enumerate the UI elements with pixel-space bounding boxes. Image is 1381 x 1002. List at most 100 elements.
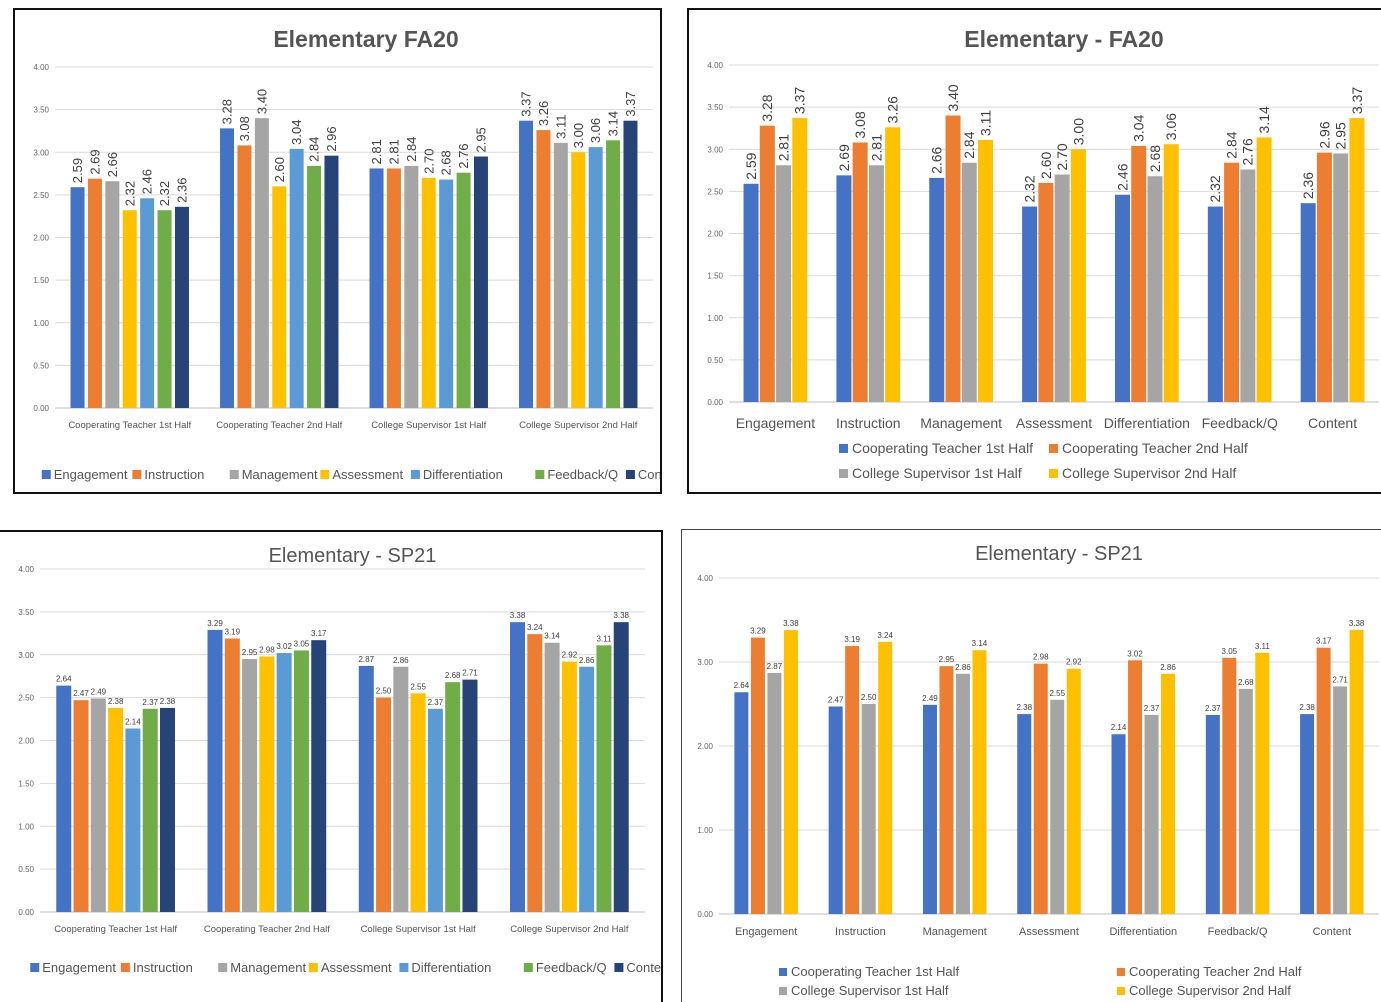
bar (836, 175, 852, 402)
y-tick-label: 4.00 (33, 63, 49, 72)
x-category-label: Content (1308, 415, 1357, 431)
legend-swatch (839, 444, 848, 453)
data-label: 2.36 (175, 177, 190, 202)
bar (1349, 118, 1365, 402)
data-label: 3.37 (792, 87, 808, 114)
data-label: 3.24 (527, 623, 543, 632)
data-label: 2.87 (767, 662, 783, 671)
data-label: 3.38 (783, 619, 799, 628)
data-label: 2.68 (439, 150, 454, 175)
bar (519, 120, 534, 409)
bar (224, 638, 240, 912)
y-tick-label: 1.50 (707, 272, 723, 281)
bar (1256, 137, 1272, 402)
data-label: 3.19 (844, 635, 860, 644)
data-label: 2.96 (1316, 121, 1332, 148)
legend-label: Assessment (321, 960, 392, 975)
bar (588, 147, 603, 408)
x-category-label: Cooperating Teacher 1st Half (68, 420, 191, 431)
data-label: 2.69 (87, 149, 102, 174)
y-tick-label: 1.00 (18, 822, 34, 831)
legend-label: Instruction (133, 960, 193, 975)
bar (885, 127, 901, 402)
data-label: 2.49 (91, 687, 107, 696)
data-label: 3.05 (294, 639, 310, 648)
y-tick-label: 0.00 (18, 908, 34, 917)
bar (56, 685, 72, 912)
legend-label: College Supervisor 1st Half (852, 465, 1022, 481)
x-category-label: College Supervisor 2nd Half (519, 420, 638, 431)
chart-panel-fa20-by-rater: Elementary FA20 0.00 0.50 1.00 1.50 2.00 2.50 3… (13, 8, 662, 494)
y-tick-label: 1.50 (33, 276, 49, 285)
y-tick-label: 3.00 (33, 148, 49, 157)
legend-swatch (308, 963, 318, 972)
x-category-label: Management (920, 415, 1002, 431)
chart-panel-sp21-by-rater: Elementary - SP21 0.00 0.50 1.00 1.50 2.00 2.5… (0, 530, 663, 1002)
bar (734, 692, 749, 914)
x-category-label: Engagement (735, 926, 797, 938)
bar (220, 128, 235, 408)
bar (596, 645, 612, 912)
legend-label: Differentiation (423, 467, 503, 482)
data-label: 2.55 (410, 682, 426, 691)
bar (404, 165, 419, 408)
bar (207, 629, 223, 912)
data-label: 3.11 (553, 115, 568, 139)
x-category-label: Differentiation (1104, 415, 1190, 431)
data-label: 2.86 (579, 656, 595, 665)
x-category-label: Engagement (736, 415, 816, 431)
bar (105, 181, 120, 408)
data-label: 2.38 (108, 697, 124, 706)
data-label: 3.19 (225, 627, 241, 636)
data-label: 3.29 (207, 619, 223, 628)
legend-swatch (320, 470, 330, 479)
bar (386, 168, 401, 408)
bar (1205, 714, 1220, 914)
bar (955, 673, 970, 914)
bar (462, 679, 478, 912)
bar (1144, 714, 1159, 914)
bar (868, 165, 884, 402)
data-label: 3.38 (510, 611, 526, 620)
bar (579, 666, 595, 912)
legend-swatch (229, 470, 239, 479)
data-label: 2.81 (868, 134, 884, 161)
data-label: 3.11 (977, 110, 993, 136)
data-label: 2.84 (1223, 131, 1239, 158)
bar (1033, 663, 1048, 914)
data-label: 3.38 (1349, 619, 1365, 628)
bar (571, 152, 586, 408)
bar (929, 177, 945, 402)
bar (845, 646, 860, 914)
data-label: 3.14 (1256, 106, 1272, 133)
bar (369, 168, 384, 408)
data-label: 3.37 (519, 91, 534, 116)
bar (1161, 673, 1176, 914)
data-label: 2.47 (828, 696, 844, 705)
y-tick-label: 3.00 (697, 658, 713, 667)
x-category-label: College Supervisor 1st Half (371, 420, 486, 431)
legend-swatch (1117, 968, 1125, 976)
bar (1022, 206, 1038, 402)
bar (1300, 203, 1316, 402)
bar (544, 642, 560, 912)
y-tick-label: 3.50 (707, 103, 723, 112)
legend-swatch (523, 963, 533, 972)
bar (1017, 714, 1032, 914)
bar (254, 118, 269, 409)
data-label: 2.50 (376, 687, 392, 696)
data-label: 2.37 (1144, 704, 1160, 713)
bar (945, 115, 961, 403)
legend-swatch (839, 469, 848, 478)
chart-fa20-by-rater-svg: Elementary FA20 0.00 0.50 1.00 1.50 2.00 2.50 3… (33, 26, 660, 482)
bar (767, 672, 782, 914)
bar (421, 177, 436, 408)
bar (174, 206, 189, 408)
bar (140, 198, 155, 408)
data-label: 3.28 (220, 99, 235, 124)
bar (922, 704, 937, 914)
data-label: 2.84 (404, 137, 419, 162)
bar (527, 634, 543, 912)
bar (623, 120, 638, 409)
data-label: 3.04 (289, 120, 304, 145)
